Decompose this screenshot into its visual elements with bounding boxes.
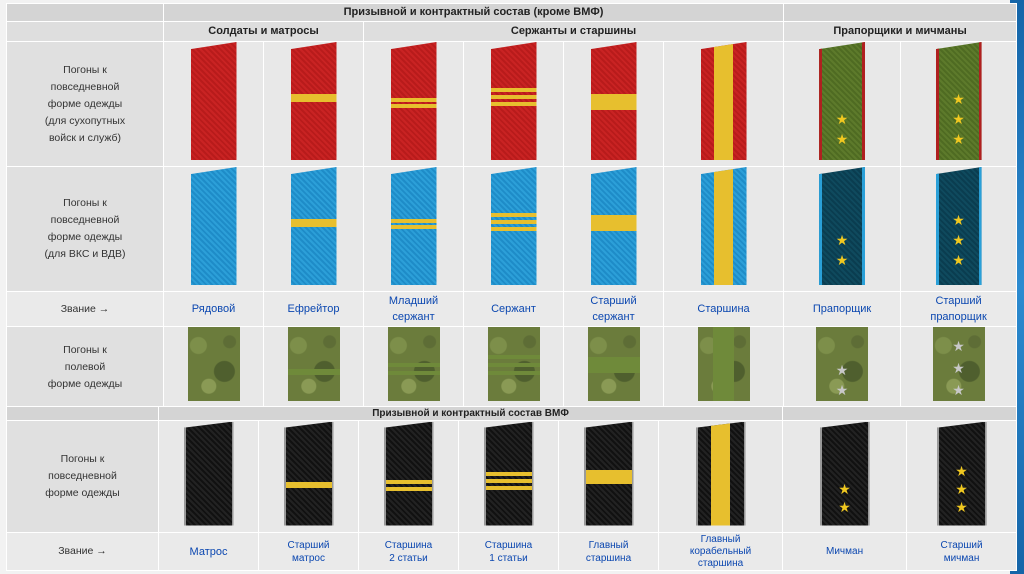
shoulder-board-black-chief-ship-starshina — [695, 421, 746, 526]
blank-corner-2 — [6, 406, 159, 421]
star-icon: ★ — [835, 252, 849, 268]
shoulder-board-blue-starshina — [700, 167, 747, 285]
shoulder-board-black-senior-matros — [283, 421, 334, 526]
shoulder-board-field-sergeant — [487, 327, 540, 401]
star-icon: ★ — [952, 338, 965, 354]
shoulder-board-red-private — [190, 42, 237, 160]
star-icon: ★ — [952, 212, 965, 228]
rank-link-starshina-2[interactable]: Старшина 2 статьи — [384, 539, 433, 564]
star-icon: ★ — [835, 382, 849, 398]
star-icon: ★ — [952, 360, 965, 376]
star-icon: ★ — [955, 462, 968, 479]
shoulder-board-black-michman: ★ ★ — [819, 421, 870, 526]
shoulder-board-blue-efreitor — [290, 167, 337, 285]
rank-link-sergeant[interactable]: Сержант — [491, 303, 536, 315]
blank-sub — [6, 21, 164, 42]
star-icon: ★ — [955, 498, 968, 515]
shoulder-board-red-sergeant — [490, 42, 537, 160]
group-sergeants: Сержанты и старшины — [362, 21, 785, 42]
shoulder-board-red-starshina — [700, 42, 747, 160]
shoulder-board-field-praporshchik: ★ ★ — [816, 327, 869, 401]
shoulder-board-red-senior-sergeant — [590, 42, 637, 160]
row-label-navy: Погоны к повседневной форме одежды — [6, 420, 159, 533]
rank-link-matros[interactable]: Матрос — [189, 545, 228, 558]
rank-link-starshina-1[interactable]: Старшина 1 статьи — [484, 539, 533, 564]
shoulder-board-black-chief-starshina — [583, 421, 634, 526]
row-label-ground: Погоны к повседневной форме одежды (для … — [6, 41, 164, 167]
rank-link-junior-sergeant[interactable]: Младший сержант — [388, 295, 439, 323]
rank-link-senior-matros[interactable]: Старший матрос — [287, 539, 330, 564]
table2-title-blank — [782, 406, 1018, 421]
shoulder-board-field-senior-sergeant — [587, 327, 640, 401]
table1-title-blank — [783, 3, 1018, 22]
rank-link-chief-ship-starshina[interactable]: Главный корабельный старшина — [689, 533, 752, 569]
star-icon: ★ — [835, 362, 849, 378]
row-label-field: Погоны к полевой форме одежды — [6, 326, 164, 408]
rank-link-ryadovoy[interactable]: Рядовой — [191, 303, 236, 315]
shoulder-board-field-starshina — [697, 327, 750, 401]
shoulder-board-field-private — [187, 327, 240, 401]
shoulder-board-olive-senior-praporshchik: ★ ★ ★ — [935, 42, 982, 160]
blank-corner — [6, 3, 164, 22]
shoulder-board-black-starshina-1 — [483, 421, 534, 526]
shoulder-board-blue-senior-sergeant — [590, 167, 637, 285]
group-soldiers: Солдаты и матросы — [163, 21, 364, 42]
shoulder-board-red-junior-sergeant — [390, 42, 437, 160]
star-icon: ★ — [952, 91, 965, 107]
rank-link-efreitor[interactable]: Ефрейтор — [287, 303, 340, 315]
shoulder-board-blue-junior-sergeant — [390, 167, 437, 285]
shoulder-board-navy-senior-praporshchik: ★ ★ ★ — [935, 167, 982, 285]
army-ranks-table: Призывной и контрактный состав (кроме ВМ… — [6, 3, 1018, 408]
shoulder-board-olive-praporshchik: ★ ★ — [819, 42, 866, 160]
shoulder-board-red-efreitor — [290, 42, 337, 160]
shoulder-board-blue-sergeant — [490, 167, 537, 285]
star-icon: ★ — [838, 498, 851, 515]
rank-header-2: Звание → — [6, 532, 159, 571]
rank-link-chief-starshina[interactable]: Главный старшина — [585, 539, 632, 564]
star-icon: ★ — [838, 480, 851, 497]
shoulder-board-black-starshina-2 — [383, 421, 434, 526]
shoulder-board-black-senior-michman: ★ ★ ★ — [936, 421, 987, 526]
rank-link-senior-praporshchik[interactable]: Старший прапорщик — [930, 295, 987, 323]
row-label-vks: Погоны к повседневной форме одежды (для … — [6, 166, 164, 292]
star-icon: ★ — [835, 131, 849, 147]
star-icon: ★ — [952, 382, 965, 398]
group-warrant: Прапорщики и мичманы — [783, 21, 1018, 42]
star-icon: ★ — [952, 111, 965, 127]
shoulder-board-field-senior-praporshchik: ★ ★ ★ — [932, 327, 985, 401]
star-icon: ★ — [955, 480, 968, 497]
star-icon: ★ — [952, 232, 965, 248]
navy-ranks-table: Призывной и контрактный состав ВМФ Погон… — [6, 406, 1018, 571]
rank-link-starshina[interactable]: Старшина — [697, 303, 750, 315]
star-icon: ★ — [835, 232, 849, 248]
rank-link-praporshchik[interactable]: Прапорщик — [812, 303, 872, 315]
table2-title: Призывной и контрактный состав ВМФ — [157, 406, 784, 421]
shoulder-board-blue-private — [190, 167, 237, 285]
star-icon: ★ — [952, 252, 965, 268]
shoulder-board-field-efreitor — [287, 327, 340, 401]
rank-link-michman[interactable]: Мичман — [826, 546, 864, 557]
shoulder-board-black-matros — [183, 421, 234, 526]
table1-title: Призывной и контрактный состав (кроме ВМ… — [162, 3, 785, 22]
rank-link-senior-michman[interactable]: Старший мичман — [940, 539, 983, 564]
rank-header: Звание → — [6, 291, 164, 327]
shoulder-board-field-junior-sergeant — [387, 327, 440, 401]
rank-link-senior-sergeant[interactable]: Старший сержант — [590, 295, 637, 323]
star-icon: ★ — [835, 111, 849, 127]
star-icon: ★ — [952, 131, 965, 147]
shoulder-board-navy-praporshchik: ★ ★ — [819, 167, 866, 285]
